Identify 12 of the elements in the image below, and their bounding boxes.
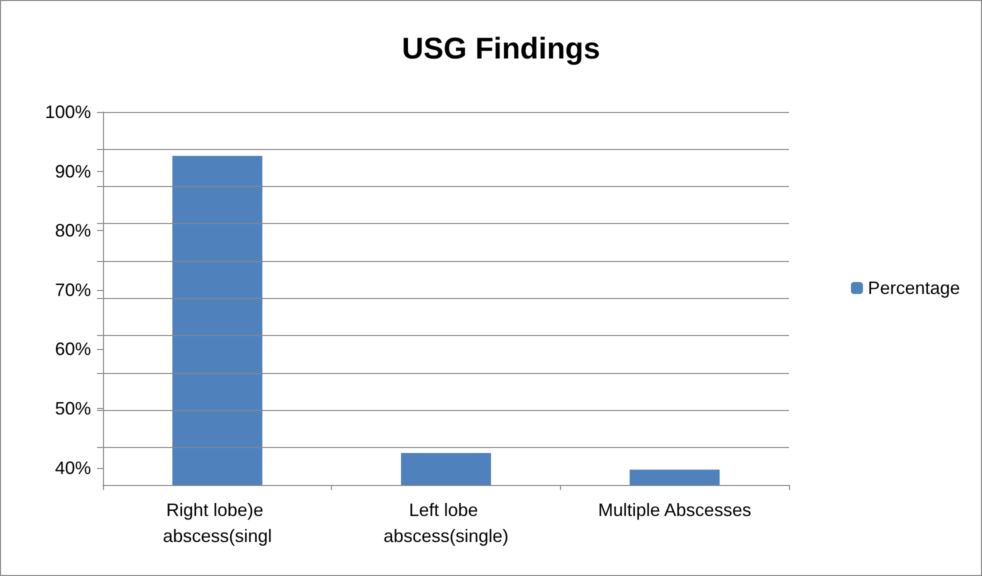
y-tick-label: 70% [54,280,91,300]
chart-title: USG Findings [402,32,600,66]
y-tick-label: 50% [54,398,91,418]
x-tick-label: Right lobe)e abscess(singl [162,500,272,546]
y-tick-label: 100% [44,102,91,122]
x-tick-label: Multiple Abscesses [598,500,752,520]
y-tick-label: 40% [54,458,91,478]
y-tick-label: 80% [54,220,91,241]
x-tick-label: Left lobe abscess(single) [383,500,509,546]
y-tick-label: 60% [54,339,91,360]
y-tick-label: 90% [54,161,91,182]
legend-label: Percentage [868,278,960,298]
